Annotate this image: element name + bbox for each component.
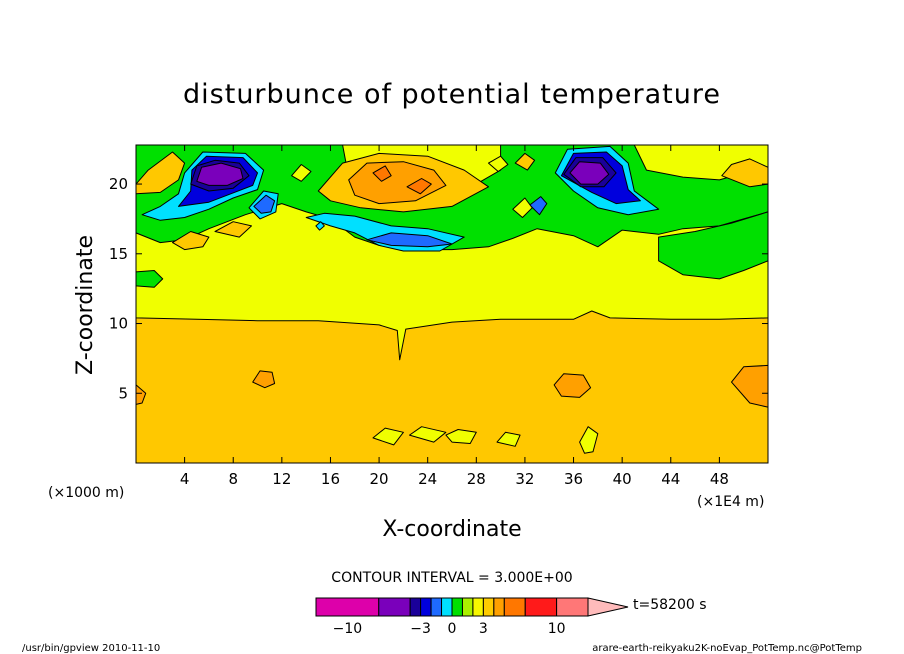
colorbar-tick-label: −10	[333, 621, 363, 637]
contour-regions	[136, 145, 768, 454]
colorbar-segment	[378, 597, 411, 617]
colorbar: −10 −3 0 3 10	[315, 597, 629, 637]
colorbar-segment	[493, 597, 505, 617]
contour-region-blue-wedge	[366, 232, 453, 248]
contour-region-orange-low-1	[252, 370, 276, 389]
contour-region-yellow-bottom-4	[496, 431, 521, 447]
colorbar-segment	[315, 597, 380, 617]
chart-title: disturbunce of potential temperature	[183, 79, 721, 110]
plot-frame	[135, 144, 769, 464]
colorbar-tick-label: −3	[410, 621, 431, 637]
x-unit-right: (×1E4 m)	[697, 494, 764, 510]
colorbar-tick-label: 3	[479, 621, 488, 637]
contour-region-orange-top-left	[136, 151, 186, 195]
colorbar-segment	[430, 597, 443, 617]
contour-region-green-right	[658, 211, 768, 280]
colorbar-tick-label: 10	[548, 621, 566, 637]
contour-region-neg-small-blue	[529, 196, 548, 216]
contour-region-green-left	[136, 270, 164, 288]
y-axis-label: Z-coordinate	[73, 235, 98, 375]
contour-region-dark-orange2	[406, 178, 432, 195]
x-tick-label: 12	[272, 470, 291, 488]
x-tick-label: 36	[564, 470, 583, 488]
x-tick-label: 44	[661, 470, 680, 488]
contour-region-neg-left2-blue	[253, 194, 276, 214]
contour-region-dark-orange	[372, 165, 392, 182]
colorbar-segment	[524, 597, 558, 617]
contour-region-cyan-small	[315, 221, 325, 231]
x-axis-label: X-coordinate	[382, 517, 521, 542]
y-axis-ticks: 5 10 15 20	[109, 175, 768, 402]
colorbar-segment	[441, 597, 453, 617]
x-tick-label: 8	[228, 470, 238, 488]
contour-region-neg-right-purple	[569, 161, 610, 185]
x-tick-label: 32	[515, 470, 534, 488]
plot-area	[136, 145, 768, 463]
colorbar-tick-label: 0	[448, 621, 457, 637]
colorbar-segment	[420, 597, 432, 617]
colorbar-segment	[556, 597, 589, 617]
x-tick-label: 48	[710, 470, 729, 488]
contour-region-orange-right-top	[721, 158, 768, 188]
contour-region-orange-left2	[214, 221, 252, 238]
x-tick-label: 40	[613, 470, 632, 488]
contour-region-yellow-bottom-2	[409, 426, 447, 443]
contour-region-yellow-small1	[291, 164, 312, 182]
contour-region-yellow-small2	[488, 155, 509, 172]
x-tick-label: 28	[467, 470, 486, 488]
contour-region-yellow-small3	[512, 197, 533, 218]
y-tick-label: 15	[109, 245, 128, 263]
colorbar-segment	[472, 597, 484, 617]
x-tick-label: 16	[321, 470, 340, 488]
contour-interval-text: CONTOUR INTERVAL = 3.000E+00	[331, 570, 572, 586]
contour-region-orange-low-2	[553, 373, 592, 398]
x-tick-label: 20	[370, 470, 389, 488]
contour-region-orange-low-4	[136, 384, 147, 405]
footer-right: arare-earth-reikyaku2K-noEvap_PotTemp.nc…	[592, 643, 862, 654]
colorbar-segment	[503, 597, 526, 617]
contour-region-orange-low-3	[731, 364, 768, 408]
footer-left: /usr/bin/gpview 2010-11-10	[22, 643, 160, 654]
time-label: t=58200 s	[633, 597, 707, 613]
colorbar-segment	[409, 597, 422, 617]
y-tick-label: 20	[109, 175, 128, 193]
y-tick-label: 10	[109, 315, 128, 333]
x-axis-ticks: 4 8 12 16 20 24 28 32 36 40 44 48	[180, 145, 729, 488]
colorbar-segment	[482, 597, 495, 617]
contour-region-neg-left-purple	[196, 162, 244, 186]
x-tick-label: 4	[180, 470, 190, 488]
contour-region-yellow-bottom-1	[372, 427, 404, 446]
colorbar-extension	[587, 597, 629, 617]
y-tick-label: 5	[118, 384, 128, 402]
x-tick-label: 24	[418, 470, 437, 488]
colorbar-segment	[461, 597, 474, 617]
contour-region-yellow-bottom-3	[445, 429, 477, 444]
contour-region-orange-top-small	[514, 152, 536, 171]
x-unit-left: (×1000 m)	[48, 485, 124, 501]
colorbar-segment	[451, 597, 463, 617]
contour-region-orange-mid-left	[172, 231, 210, 251]
contour-region-yellow-bottom-5	[579, 426, 599, 454]
